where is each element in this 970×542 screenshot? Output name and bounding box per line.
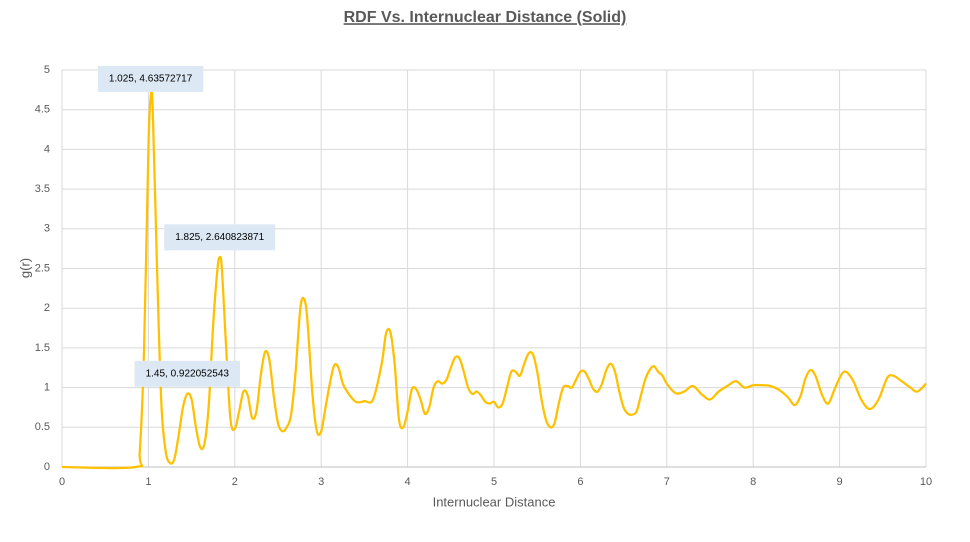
y-tick-label: 2 <box>44 302 50 314</box>
y-tick-label: 0.5 <box>35 421 50 433</box>
x-tick-label: 1 <box>145 476 151 488</box>
y-tick-label: 1.5 <box>35 342 50 354</box>
annotation-box <box>97 65 204 92</box>
y-axis-label: g(r) <box>17 258 32 278</box>
y-tick-label: 0 <box>44 461 50 473</box>
y-tick-label: 4.5 <box>35 104 50 116</box>
x-tick-label: 7 <box>664 476 670 488</box>
annotation-box <box>134 360 240 387</box>
x-tick-label: 4 <box>405 476 411 488</box>
x-axis-label: Internuclear Distance <box>433 494 556 509</box>
data-line <box>61 90 927 470</box>
y-tick-label: 2.5 <box>35 262 50 274</box>
x-tick-label: 3 <box>318 476 324 488</box>
y-tick-label: 1 <box>44 382 50 394</box>
annotation-label: 1.825, 2.640823871 <box>175 232 264 243</box>
y-tick-label: 3 <box>44 223 50 235</box>
y-tick-label: 3.5 <box>35 183 50 195</box>
annotation-label: 1.025, 4.63572717 <box>109 74 193 85</box>
annotation-box <box>164 224 276 251</box>
chart-title: RDF Vs. Internuclear Distance (Solid) <box>344 9 627 26</box>
x-tick-label: 5 <box>491 476 497 488</box>
annotation-label: 1.45, 0.922052543 <box>146 368 230 379</box>
x-tick-label: 0 <box>59 476 65 488</box>
x-tick-label: 10 <box>920 476 932 488</box>
x-tick-label: 9 <box>837 476 843 488</box>
x-tick-label: 6 <box>577 476 583 488</box>
x-tick-label: 2 <box>232 476 238 488</box>
x-tick-label: 8 <box>750 476 756 488</box>
y-tick-label: 4 <box>44 143 50 155</box>
y-tick-label: 5 <box>44 64 50 76</box>
